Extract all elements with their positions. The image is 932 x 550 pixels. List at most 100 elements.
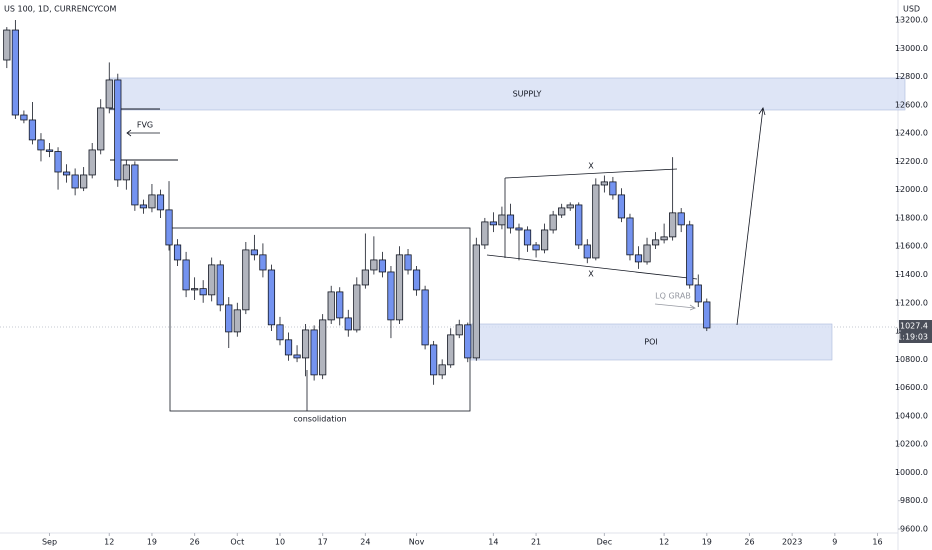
candle-body bbox=[558, 207, 566, 216]
candle-body bbox=[28, 119, 37, 141]
y-tick-label: 10200.0 bbox=[895, 440, 928, 449]
candle-body bbox=[293, 354, 301, 359]
supply-label: SUPPLY bbox=[513, 90, 542, 99]
candle-body bbox=[182, 259, 190, 291]
countdown: 01:19:03 bbox=[892, 333, 928, 342]
currency-label: USD bbox=[903, 5, 920, 14]
x-tick-label: 10 bbox=[275, 538, 285, 547]
last-price: 11027.4 bbox=[895, 322, 928, 331]
candle-body bbox=[430, 344, 438, 376]
x-tick-label: Dec bbox=[597, 538, 612, 547]
candle-body bbox=[301, 329, 310, 359]
candle-body bbox=[660, 236, 668, 241]
x-tick-label: 2023 bbox=[782, 538, 802, 547]
candle-body bbox=[464, 324, 472, 359]
fvg-arrow bbox=[126, 129, 160, 137]
candle-body bbox=[634, 254, 643, 263]
candle-body bbox=[412, 269, 421, 291]
y-tick-label: 12000.0 bbox=[895, 185, 928, 194]
candle-body bbox=[148, 194, 156, 209]
x-tick-label: 17 bbox=[318, 538, 328, 547]
x-tick-label: 9 bbox=[832, 538, 837, 547]
y-tick-label: 10000.0 bbox=[895, 468, 928, 477]
x-tick-label: 12 bbox=[659, 538, 669, 547]
y-tick-label: 12400.0 bbox=[895, 129, 928, 138]
x-tick-label: 19 bbox=[147, 538, 157, 547]
candle-body bbox=[319, 319, 327, 376]
y-tick-label: 11600.0 bbox=[895, 242, 928, 251]
candle-body bbox=[541, 229, 549, 251]
candle-body bbox=[250, 249, 258, 256]
candle-body bbox=[242, 249, 250, 311]
candle-body bbox=[506, 214, 515, 229]
candle-body bbox=[686, 224, 694, 286]
candle-body bbox=[20, 114, 28, 121]
candle-body bbox=[344, 317, 352, 331]
x-tick-label: 12 bbox=[104, 538, 114, 547]
candle-body bbox=[643, 244, 651, 263]
y-tick-label: 13000.0 bbox=[895, 44, 928, 53]
candle-body bbox=[447, 334, 455, 366]
candle-body bbox=[532, 244, 540, 251]
candle-body bbox=[131, 164, 139, 206]
candle-body bbox=[114, 79, 122, 181]
candle-body bbox=[208, 264, 216, 296]
y-tick-label: 10600.0 bbox=[895, 383, 928, 392]
channel-top bbox=[504, 168, 678, 179]
candle-body bbox=[122, 164, 130, 181]
supply-zone bbox=[109, 77, 906, 111]
candle-body bbox=[617, 194, 626, 219]
candle-body bbox=[216, 264, 224, 306]
candle-body bbox=[438, 364, 446, 376]
candle-body bbox=[592, 184, 600, 259]
candle-body bbox=[62, 171, 71, 176]
candle-body bbox=[421, 289, 429, 346]
candle-body bbox=[233, 309, 241, 333]
fvg-label: FVG bbox=[137, 121, 153, 130]
candle-body bbox=[361, 269, 369, 286]
x-tick-label: Nov bbox=[409, 538, 425, 547]
consolidation-label: consolidation bbox=[293, 415, 346, 424]
candle-body bbox=[336, 291, 344, 319]
poi-label: POI bbox=[644, 338, 657, 347]
x-tick-label: 14 bbox=[488, 538, 498, 547]
candle-body bbox=[165, 209, 173, 246]
target-arrow bbox=[736, 107, 766, 326]
candle-body bbox=[156, 194, 165, 211]
candle-body bbox=[310, 329, 318, 376]
candle-body bbox=[609, 181, 617, 196]
candle-body bbox=[370, 259, 378, 271]
x-tick-label: 21 bbox=[531, 538, 541, 547]
candle-body bbox=[71, 174, 79, 189]
candle-body bbox=[669, 212, 677, 238]
candle-body bbox=[387, 271, 395, 321]
x-tick-label: 26 bbox=[744, 538, 754, 547]
lq-grab-arrow bbox=[654, 303, 696, 311]
candle-body bbox=[327, 291, 335, 321]
x-tick-label: 16 bbox=[872, 538, 882, 547]
candle-body bbox=[651, 239, 660, 246]
x-tick-label: 19 bbox=[702, 538, 712, 547]
lq-grab-label: LQ GRAB bbox=[655, 292, 691, 301]
candle-body bbox=[139, 204, 148, 209]
candle-body bbox=[259, 254, 267, 271]
candle-body bbox=[566, 204, 574, 209]
channel-bottom bbox=[486, 254, 698, 280]
candle-body bbox=[455, 324, 463, 336]
y-tick-label: 12200.0 bbox=[895, 157, 928, 166]
candle-body bbox=[481, 221, 489, 246]
candle-body bbox=[575, 204, 583, 246]
x-tick-label: Sep bbox=[42, 538, 57, 547]
candle-body bbox=[404, 254, 412, 271]
candle-body bbox=[694, 284, 702, 303]
candle-body bbox=[267, 269, 276, 326]
candle-body bbox=[173, 244, 182, 261]
candle-body bbox=[583, 244, 591, 259]
candle-body bbox=[395, 254, 404, 321]
candle-body bbox=[626, 217, 634, 256]
x-label: X bbox=[588, 270, 594, 279]
x-label: X bbox=[588, 162, 594, 171]
candle-body bbox=[600, 181, 608, 186]
y-tick-label: 9600.0 bbox=[900, 525, 928, 534]
candle-body bbox=[549, 214, 557, 231]
